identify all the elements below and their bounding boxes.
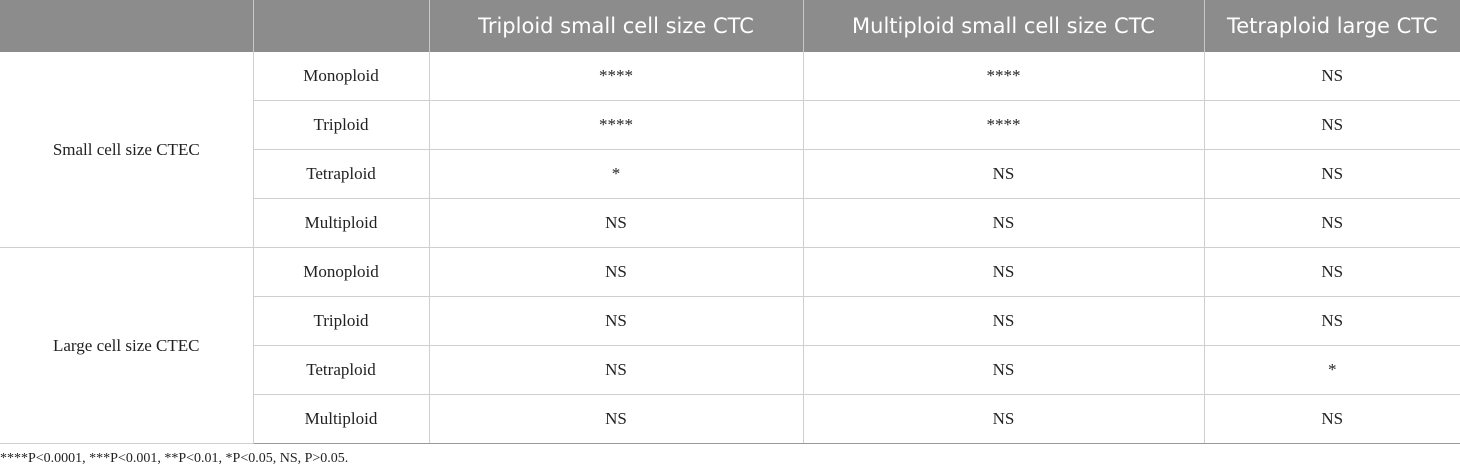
ploidy-label: Monoploid	[252, 52, 430, 101]
cell-triploid: NS	[428, 394, 804, 444]
ploidy-label: Triploid	[253, 296, 430, 346]
table-row: Large cell size CTEC Monoploid NS NS NS	[0, 247, 1460, 444]
ploidy-label: Tetraploid	[253, 149, 430, 199]
table-row: Triploid NS NS NS	[0, 296, 1460, 346]
cell-multiploid: NS	[802, 149, 1205, 199]
group-label-small-ctec: Small cell size CTEC	[0, 52, 254, 248]
header-tetraploid-large-ctc: Tetraploid large CTC	[1203, 0, 1460, 52]
cell-tetraploid: NS	[1203, 198, 1460, 248]
significance-table: Triploid small cell size CTC Multiploid …	[0, 0, 1460, 444]
cell-tetraploid: NS	[1203, 52, 1460, 101]
cell-triploid: ****	[428, 100, 804, 150]
cell-tetraploid: NS	[1203, 247, 1460, 297]
cell-multiploid: NS	[802, 296, 1205, 346]
ploidy-label: Triploid	[253, 100, 430, 150]
table-row: Multiploid NS NS NS	[0, 394, 1460, 444]
cell-triploid: NS	[428, 247, 804, 297]
group-label-large-ctec: Large cell size CTEC	[0, 247, 254, 444]
header-triploid-small-ctc: Triploid small cell size CTC	[428, 0, 803, 52]
ploidy-label: Tetraploid	[253, 345, 430, 395]
header-row: Triploid small cell size CTC Multiploid …	[0, 0, 1460, 52]
header-blank-group	[0, 0, 253, 52]
cell-tetraploid: NS	[1203, 100, 1460, 150]
ploidy-label: Monoploid	[252, 247, 430, 297]
cell-triploid: NS	[428, 296, 804, 346]
header-blank-ploidy	[252, 0, 429, 52]
cell-triploid: ****	[428, 52, 804, 101]
cell-multiploid: NS	[802, 394, 1205, 444]
cell-multiploid: NS	[802, 345, 1205, 395]
cell-tetraploid: NS	[1203, 394, 1460, 444]
cell-multiploid: NS	[802, 198, 1205, 248]
cell-tetraploid: NS	[1203, 149, 1460, 199]
ploidy-label: Multiploid	[253, 394, 430, 444]
cell-multiploid: ****	[802, 52, 1205, 101]
table-row: Tetraploid * NS NS	[0, 149, 1460, 199]
cell-multiploid: ****	[802, 100, 1205, 150]
table-footnote: ****P<0.0001, ***P<0.001, **P<0.01, *P<0…	[0, 451, 349, 466]
cell-tetraploid: *	[1203, 345, 1460, 395]
header-multiploid-small-ctc: Multiploid small cell size CTC	[802, 0, 1204, 52]
table-row: Small cell size CTEC Monoploid **** ****…	[0, 52, 1460, 248]
table-row: Multiploid NS NS NS	[0, 198, 1460, 248]
table-header: Triploid small cell size CTC Multiploid …	[0, 0, 1460, 52]
cell-tetraploid: NS	[1203, 296, 1460, 346]
cell-triploid: *	[428, 149, 804, 199]
cell-multiploid: NS	[802, 247, 1205, 297]
table-body: Small cell size CTEC Monoploid **** ****…	[0, 52, 1460, 444]
ploidy-label: Multiploid	[253, 198, 430, 248]
table-row: Tetraploid NS NS *	[0, 345, 1460, 395]
cell-triploid: NS	[428, 198, 804, 248]
cell-triploid: NS	[428, 345, 804, 395]
